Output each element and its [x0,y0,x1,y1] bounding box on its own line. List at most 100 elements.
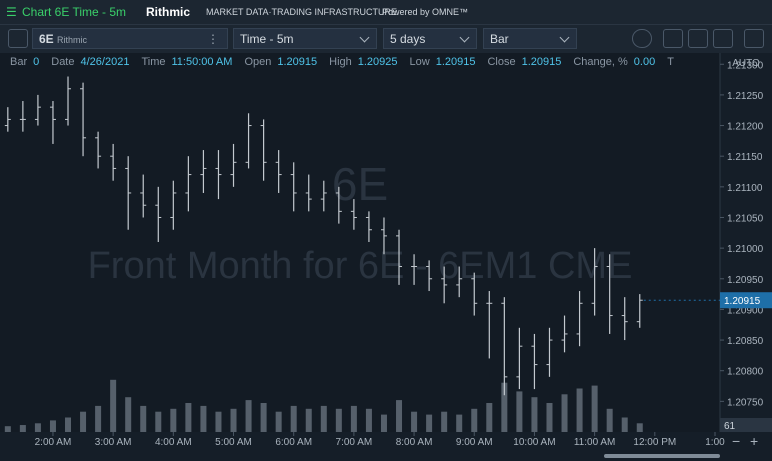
toolbar: 6E Rithmic ⋮ Time - 5m 5 days Bar [0,24,772,53]
volume-bar [606,408,613,432]
y-tick-label: 1.21150 [727,152,763,163]
watermark-text: Front Month for 6E - 6EM1 CME [88,245,633,287]
style: Bar [490,32,509,46]
info-value: 11:50:00 AM [171,56,233,68]
info-item: T [667,56,680,68]
volume-bar [426,414,433,432]
info-item: Close 1.20915 [487,56,567,68]
zoom-out[interactable]: − [732,433,740,449]
window-title: Chart 6E Time - 5m [22,5,127,19]
volume-bar [441,411,448,432]
info-value: 1.20915 [435,56,476,68]
volume-bar [501,382,508,432]
symbol: 6E [39,32,54,46]
side-panel-button[interactable] [744,29,764,48]
brand-tagline: MARKET DATA·TRADING INFRASTRUCTURE [206,7,398,17]
volume-bar [290,405,297,432]
volume-bar [516,391,523,432]
info-label: High [329,56,352,68]
y-tick-label: 1.20800 [727,367,764,378]
volume-bar [561,394,568,432]
volume-bar [546,403,553,432]
y-tick-label: 1.21100 [727,183,763,194]
last-price-tag [720,292,772,309]
info-item: Date 4/26/2021 [51,56,135,68]
y-tick-label: 1.20850 [727,336,764,347]
info-label: Time [141,56,166,68]
volume-bar [396,400,403,432]
volume-bar [49,420,56,432]
last-price-label: 1.20915 [724,296,761,307]
info-item: Change, % 0.00 [573,56,661,68]
volume-bar [636,423,643,432]
volume-bar [95,405,102,432]
x-tick-label: 5:00 AM [215,437,252,448]
info-item: High 1.20925 [329,56,403,68]
menu-icon[interactable]: ☰ [6,5,17,19]
x-tick-label: 12:00 PM [633,437,676,448]
volume-bar [230,408,237,432]
info-value: 4/26/2021 [80,56,130,68]
volume-bar [19,425,26,432]
volume-bar [125,397,132,432]
zoom-in[interactable]: + [750,433,758,449]
keyboard-button[interactable] [663,29,683,48]
volume-bar [350,405,357,432]
tool-button[interactable] [632,29,652,48]
info-label: T [667,56,674,68]
volume-bar [320,405,327,432]
volume-tag [720,418,772,432]
x-tick-label: 1:00 [705,437,725,448]
volume-bar [215,411,222,432]
x-tick-label: 7:00 AM [336,437,373,448]
volume-bar [34,423,41,432]
x-tick-label: 11:00 AM [574,437,616,448]
volume-bar [471,408,478,432]
x-tick-label: 4:00 AM [155,437,192,448]
volume-bar [110,379,117,432]
brand: Rithmic [146,5,191,19]
symbol-source: Rithmic [57,35,88,45]
volume-bar [170,408,177,432]
watermark-symbol: 6E [332,158,388,210]
title-bar: ☰ Chart 6E Time - 5m Rithmic MARKET DATA… [0,0,772,24]
panel-toggle[interactable] [8,29,28,48]
interval-select[interactable]: Time - 5m [233,28,377,49]
info-label: Bar [10,56,28,68]
info-value: 1.20915 [521,56,562,68]
volume-bar [365,408,372,432]
volume-bar [260,403,267,432]
volume-bar [275,411,282,432]
volume-label: 61 [724,421,736,432]
range-select[interactable]: 5 days [383,28,477,49]
interval: Time - 5m [240,32,294,46]
volume-bar [456,414,463,432]
y-tick-label: 1.21300 [727,60,764,71]
scrollbar[interactable] [604,454,720,458]
mouse-button[interactable] [688,29,708,48]
volume-bar [411,411,418,432]
info-bar: Bar 0 Date 4/26/2021 Time 11:50:00 AM Open 1.20… [0,56,730,76]
symbol-select[interactable]: 6E Rithmic ⋮ [32,28,228,49]
style-select[interactable]: Bar [483,28,577,49]
x-tick-label: 8:00 AM [396,437,433,448]
volume-bar [185,403,192,432]
x-tick-label: 9:00 AM [456,437,493,448]
y-tick-label: 1.21050 [727,213,764,224]
y-tick-label: 1.20750 [727,397,764,408]
info-label: Close [487,56,516,68]
layout-button[interactable] [713,29,733,48]
info-value: 1.20925 [357,56,398,68]
info-value: 1.20915 [277,56,318,68]
volume-bar [531,397,538,432]
price-axis-bg [720,52,772,432]
volume-bar [80,411,87,432]
powered-by: Powered by OMNE™ [382,7,469,17]
x-tick-label: 10:00 AM [513,437,555,448]
volume-bar [591,385,598,432]
volume-bar [305,408,312,432]
info-label: Low [409,56,430,68]
volume-bar [380,414,387,432]
